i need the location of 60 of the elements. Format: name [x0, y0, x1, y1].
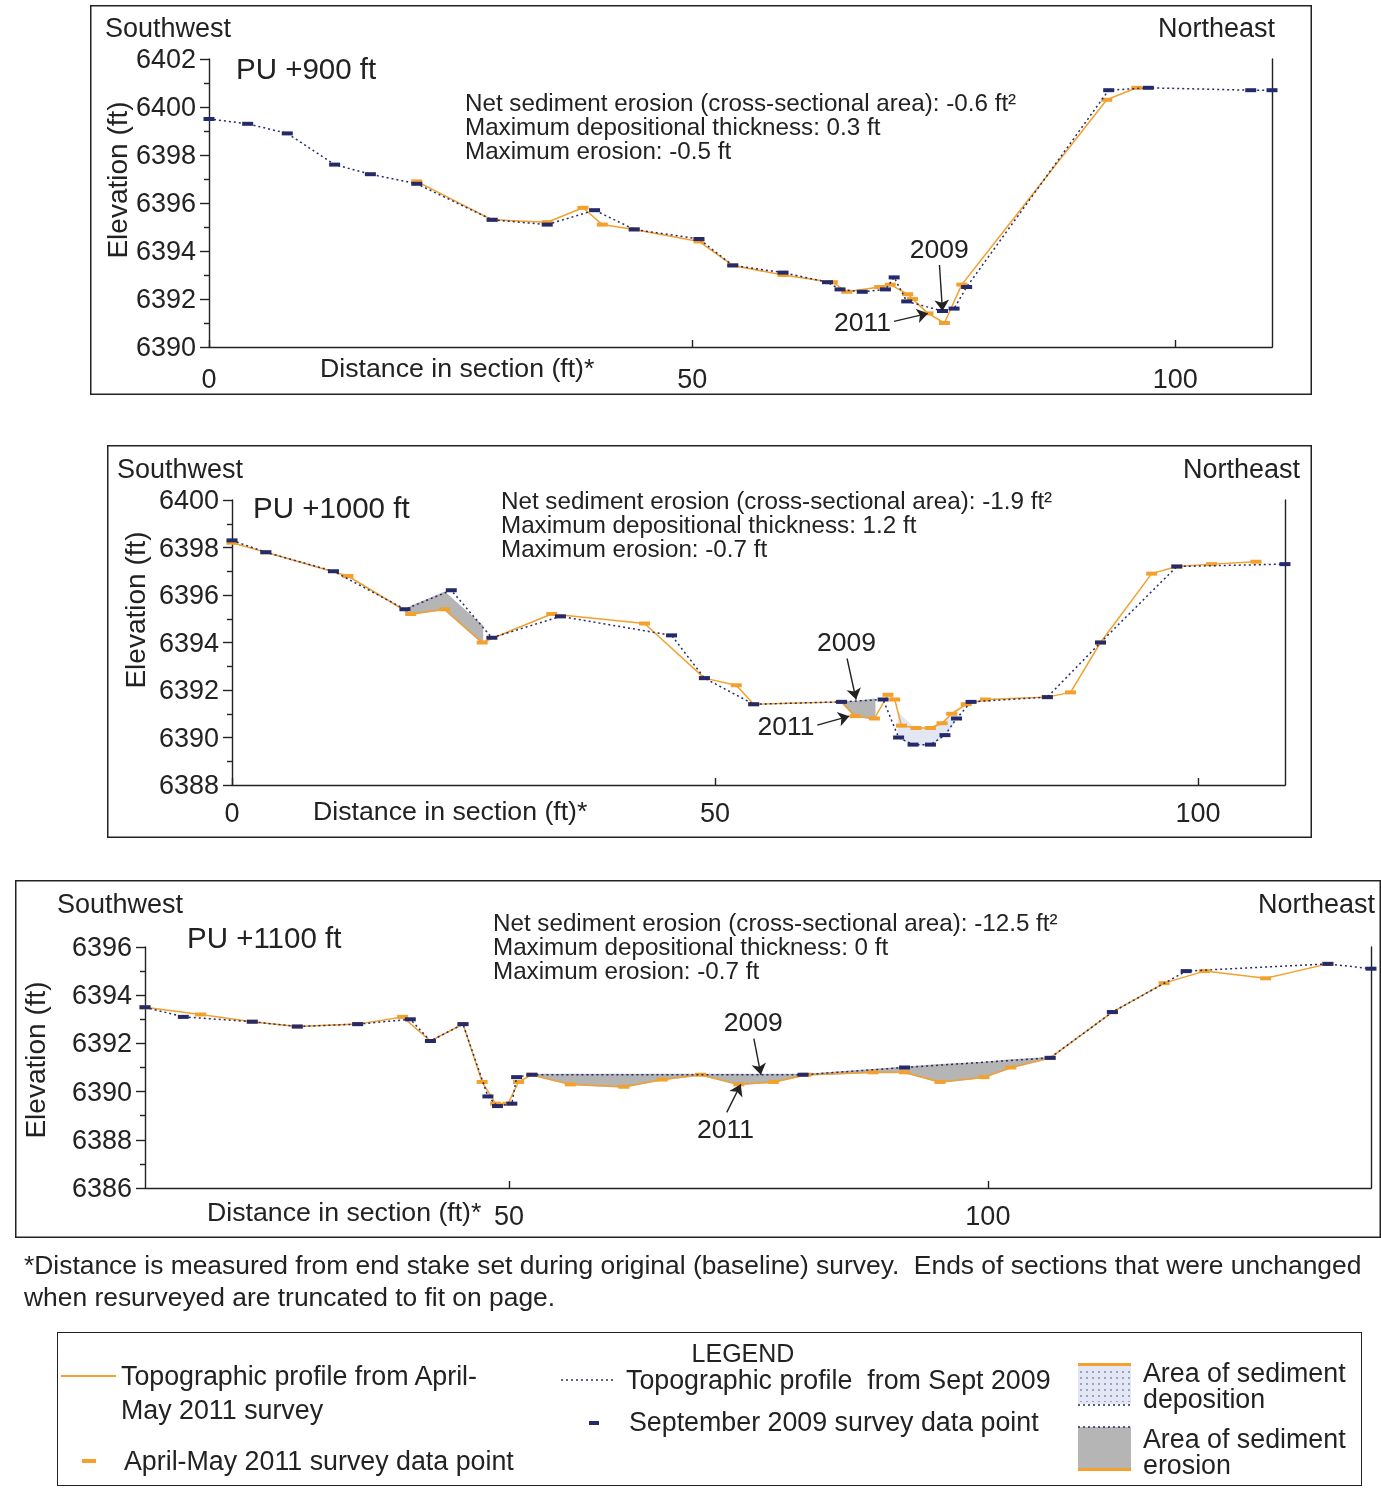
- text: LEGEND: [691, 1339, 795, 1367]
- y-tick-label: 6392: [158, 675, 219, 705]
- annotation: 2009: [816, 627, 876, 658]
- annotation: 2009: [723, 1007, 783, 1038]
- text: Northeast: [1182, 454, 1301, 484]
- annotation: Net sediment erosion (cross-sectional area): -0.6 ft²: [465, 88, 1017, 116]
- x-tick-label: 50: [700, 797, 731, 828]
- y-tick-label: 6398: [135, 140, 196, 170]
- text: Northeast: [1257, 889, 1376, 919]
- chart-title: PU +900 ft: [236, 51, 377, 85]
- y-tick-label: 6394: [135, 236, 196, 266]
- text: Net sediment erosion (cross-sectional area): -12.5 ft²: [493, 908, 1058, 936]
- y-tick-label: 6400: [158, 485, 219, 515]
- annotation: Net sediment erosion (cross-sectional area): -1.9 ft²: [501, 486, 1053, 514]
- x-tick-label: 100: [1152, 363, 1198, 394]
- text: Topographic profile from Sept 2009: [626, 1365, 1051, 1395]
- x-tick-label: 100: [1175, 797, 1221, 828]
- x-tick-label: 0: [201, 363, 217, 394]
- x-tick-label: 0: [224, 797, 240, 828]
- y-axis-title: Elevation (ft): [119, 531, 151, 689]
- x-axis-title: Distance in section (ft)*: [207, 1197, 482, 1227]
- text: Topographic profile from April-May 2011 survey: [121, 1360, 478, 1427]
- y-tick-label: 6390: [71, 1076, 132, 1107]
- y-tick-label: 6402: [135, 44, 196, 74]
- y-tick-label: 6388: [71, 1124, 132, 1155]
- annotation: 2011: [696, 1113, 754, 1144]
- y-tick-label: 6400: [135, 92, 196, 122]
- annotation: 2011: [757, 710, 815, 741]
- y-axis-title: Elevation (ft): [19, 981, 51, 1139]
- text: Southwest: [57, 889, 184, 919]
- x-axis-title: Distance in section (ft)*: [320, 353, 595, 383]
- y-tick-label: 6386: [71, 1173, 132, 1203]
- x-tick-label: 50: [677, 363, 708, 394]
- y-tick-label: 6388: [158, 770, 219, 800]
- y-axis-title: Elevation (ft): [101, 101, 133, 259]
- y-tick-label: 6390: [135, 332, 196, 362]
- y-tick-label: 6394: [158, 627, 219, 658]
- text: Northeast: [1157, 13, 1276, 43]
- y-tick-label: 6394: [71, 980, 132, 1011]
- text: Southwest: [117, 454, 244, 484]
- text: September 2009 survey data point: [629, 1407, 1039, 1437]
- annotation: 2011: [834, 307, 892, 338]
- text: April-May 2011 survey data point: [124, 1445, 515, 1478]
- text: Area of sediment deposition: [1143, 1358, 1347, 1414]
- y-tick-label: 6392: [71, 1028, 132, 1059]
- text: Area of sediment erosion: [1143, 1424, 1347, 1480]
- x-tick-label: 50: [493, 1200, 524, 1231]
- chart-title: PU +1000 ft: [253, 490, 410, 524]
- y-tick-label: 6396: [71, 932, 132, 962]
- x-tick-label: 100: [965, 1200, 1011, 1231]
- y-tick-label: 6398: [158, 532, 219, 563]
- annotation: 2009: [909, 233, 969, 264]
- y-tick-label: 6396: [135, 188, 196, 218]
- text: Southwest: [105, 13, 232, 43]
- chart-title: PU +1100 ft: [187, 920, 342, 954]
- y-tick-label: 6396: [158, 580, 219, 610]
- y-tick-label: 6392: [135, 284, 196, 314]
- text: *Distance is measured from end stake set during original (baseline) survey. Ends of sections that were unchanged when resurveyed are truncated to fit on page.: [24, 1249, 1363, 1313]
- x-axis-title: Distance in section (ft)*: [313, 796, 588, 826]
- y-tick-label: 6390: [158, 722, 219, 753]
